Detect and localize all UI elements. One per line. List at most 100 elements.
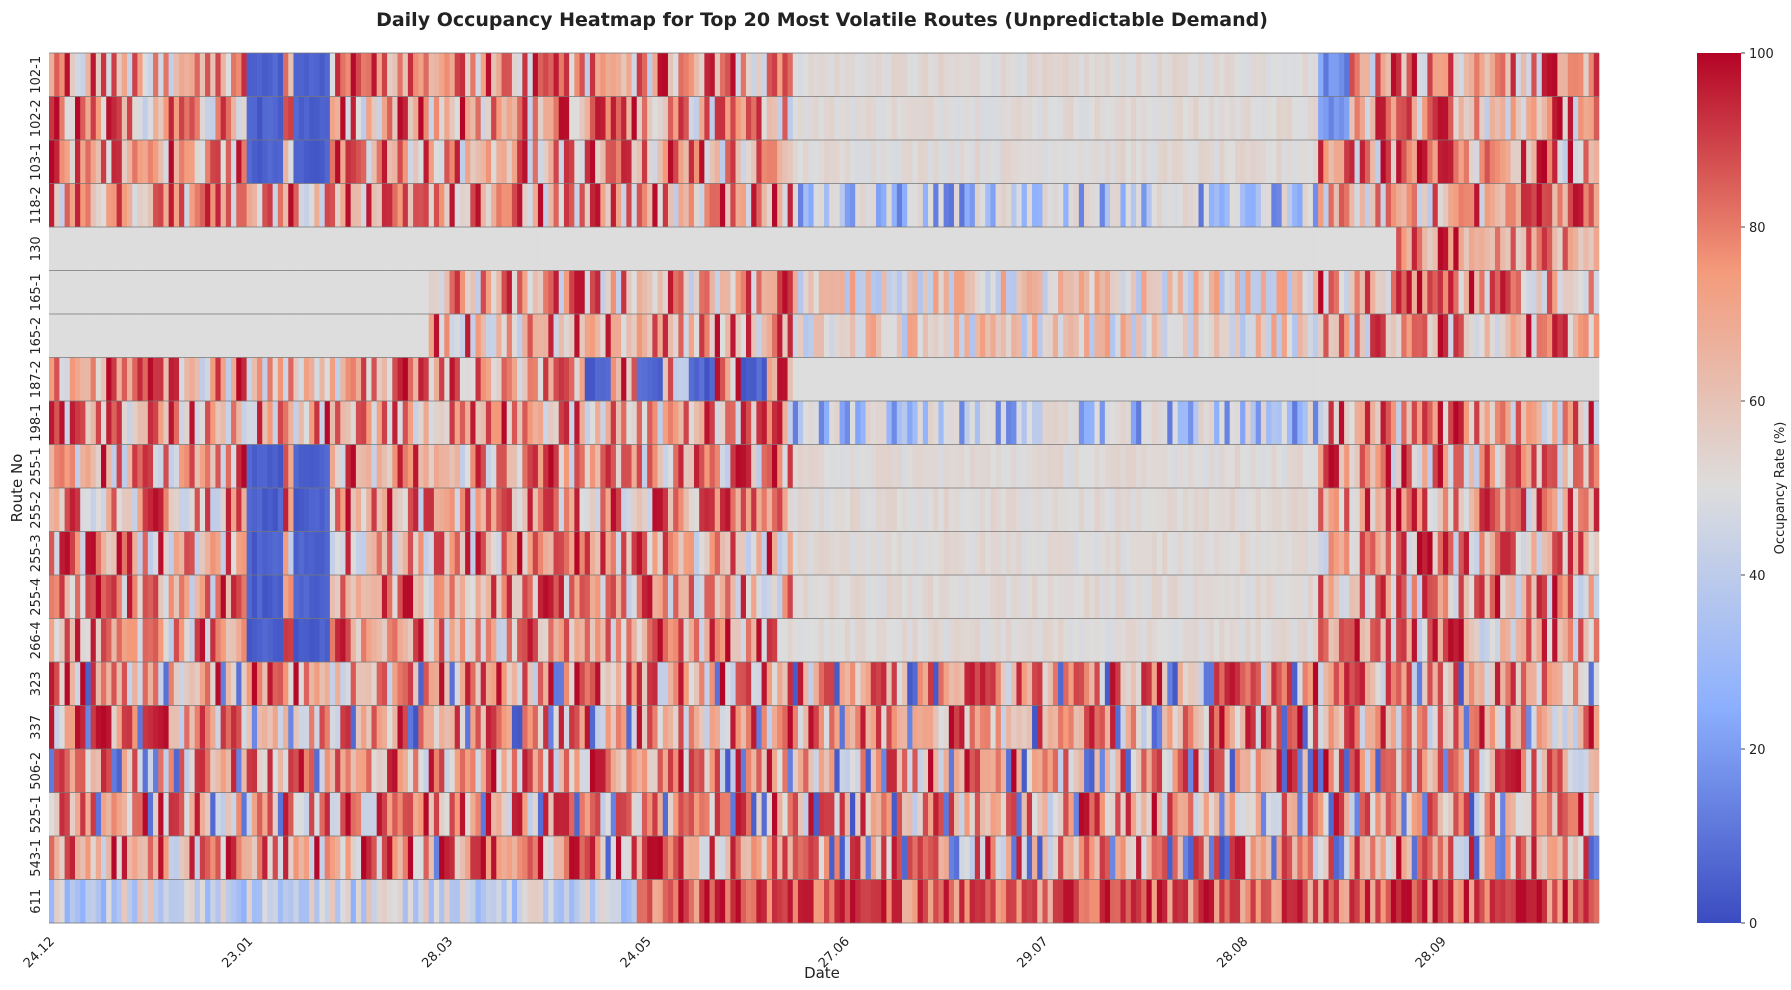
heatmap-cell (340, 140, 346, 184)
heatmap-cell (366, 183, 372, 228)
heatmap-cell (1468, 662, 1475, 706)
heatmap-cell (1432, 618, 1439, 663)
heatmap-cell (896, 96, 903, 141)
heatmap-cell (1453, 618, 1459, 663)
heatmap-cell (959, 227, 965, 271)
heatmap-cell (1136, 531, 1142, 576)
heatmap-cell (907, 183, 913, 228)
heatmap-cell (1375, 488, 1381, 532)
heatmap-cell (527, 53, 534, 97)
heatmap-cell (1266, 531, 1272, 576)
heatmap-cell (657, 357, 664, 402)
heatmap-cell (985, 444, 991, 489)
heatmap-cell (1552, 183, 1558, 228)
heatmap-cell (184, 357, 190, 402)
heatmap-cell (1193, 444, 1199, 489)
heatmap-cell (600, 270, 606, 315)
heatmap-cell (49, 662, 55, 706)
heatmap-cell (459, 705, 466, 750)
heatmap-cell (808, 314, 814, 358)
heatmap-cell (1250, 444, 1257, 489)
heatmap-cell (511, 183, 518, 228)
heatmap-cell (1588, 314, 1595, 358)
heatmap-cell (335, 749, 341, 793)
heatmap-cell (1323, 401, 1329, 445)
heatmap-cell (480, 53, 487, 97)
heatmap-cell (1198, 314, 1204, 358)
heatmap-cell (1037, 531, 1043, 576)
heatmap-cell (168, 401, 175, 445)
heatmap-cell (1021, 227, 1028, 271)
heatmap-cell (309, 53, 315, 97)
heatmap-cell (1338, 270, 1345, 315)
heatmap-cell (1370, 53, 1376, 97)
heatmap-cell (563, 444, 570, 489)
heatmap-cell (69, 444, 76, 489)
heatmap-cell (1229, 705, 1236, 750)
heatmap-cell (688, 618, 695, 663)
heatmap-cell (1094, 270, 1100, 315)
heatmap-cell (751, 749, 757, 793)
heatmap-cell (184, 53, 190, 97)
heatmap-cell (283, 140, 289, 184)
heatmap-cell (1396, 314, 1402, 358)
heatmap-cell (324, 227, 331, 271)
heatmap-cell (1078, 444, 1085, 489)
heatmap-cell (465, 575, 471, 619)
heatmap-cell (1453, 401, 1459, 445)
heatmap-cell (1422, 444, 1428, 489)
heatmap-cell (90, 53, 97, 97)
heatmap-cell (1130, 575, 1137, 619)
heatmap-cell (933, 270, 939, 315)
heatmap-cell (1302, 270, 1309, 315)
heatmap-cell (1094, 705, 1100, 750)
heatmap-cell (797, 357, 804, 402)
heatmap-cell (834, 531, 840, 576)
heatmap-cell (1411, 183, 1418, 228)
heatmap-cell (1136, 705, 1142, 750)
heatmap-cell (496, 662, 502, 706)
heatmap-cell (184, 227, 190, 271)
heatmap-cell (80, 662, 86, 706)
heatmap-cell (751, 575, 757, 619)
heatmap-cell (251, 140, 258, 184)
heatmap-cell (75, 662, 81, 706)
heatmap-cell (1078, 357, 1085, 402)
heatmap-cell (902, 705, 908, 750)
heatmap-cell (1593, 183, 1600, 228)
heatmap-cell (1006, 705, 1012, 750)
heatmap-cell (470, 662, 476, 706)
heatmap-cell (496, 401, 502, 445)
heatmap-cell (641, 183, 648, 228)
heatmap-cell (184, 401, 190, 445)
heatmap-cell (1396, 488, 1402, 532)
heatmap-cell (548, 444, 554, 489)
heatmap-cell (1188, 575, 1194, 619)
heatmap-cell (1468, 227, 1475, 271)
heatmap-cell (205, 575, 211, 619)
heatmap-cell (662, 357, 669, 402)
heatmap-cell (423, 357, 429, 402)
heatmap-cell (168, 749, 175, 793)
heatmap-cell (205, 183, 211, 228)
heatmap-cell (928, 618, 934, 663)
heatmap-cell (808, 270, 814, 315)
heatmap-cell (1167, 227, 1173, 271)
heatmap-cell (298, 401, 305, 445)
heatmap-cell (1458, 183, 1465, 228)
heatmap-cell (891, 705, 898, 750)
heatmap-cell (543, 314, 549, 358)
heatmap-cell (1115, 183, 1121, 228)
heatmap-cell (158, 531, 164, 576)
heatmap-cell (158, 618, 164, 663)
heatmap-cell (220, 488, 227, 532)
heatmap-cell (1479, 575, 1485, 619)
heatmap-cell (121, 401, 128, 445)
heatmap-cell (896, 53, 903, 97)
heatmap-cell (418, 662, 424, 706)
heatmap-cell (387, 270, 393, 315)
heatmap-cell (829, 270, 835, 315)
heatmap-cell (636, 140, 643, 184)
heatmap-cell (1307, 705, 1314, 750)
heatmap-cell (303, 444, 310, 489)
